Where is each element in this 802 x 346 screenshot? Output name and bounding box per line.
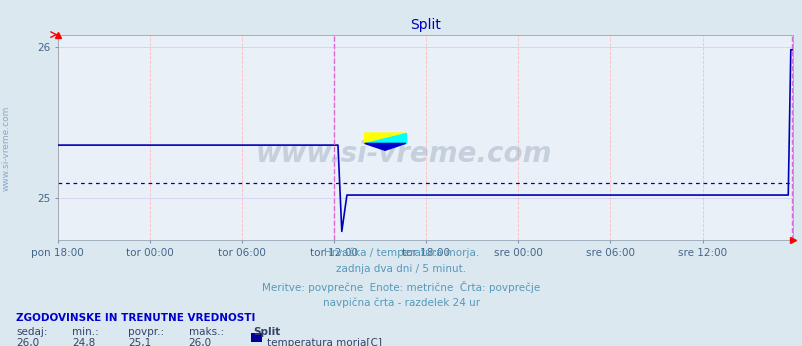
Text: povpr.:: povpr.: bbox=[128, 327, 164, 337]
Text: zadnja dva dni / 5 minut.: zadnja dva dni / 5 minut. bbox=[336, 264, 466, 274]
Text: 26,0: 26,0 bbox=[188, 338, 212, 346]
Title: Split: Split bbox=[410, 18, 440, 32]
Polygon shape bbox=[364, 133, 405, 143]
Text: Hrvaška / temperatura morja.: Hrvaška / temperatura morja. bbox=[323, 247, 479, 258]
Text: min.:: min.: bbox=[72, 327, 99, 337]
Text: sedaj:: sedaj: bbox=[16, 327, 47, 337]
Polygon shape bbox=[364, 133, 405, 143]
Polygon shape bbox=[364, 143, 405, 150]
Text: 24,8: 24,8 bbox=[72, 338, 95, 346]
Text: 25,1: 25,1 bbox=[128, 338, 152, 346]
Text: navpična črta - razdelek 24 ur: navpična črta - razdelek 24 ur bbox=[322, 297, 480, 308]
Text: www.si-vreme.com: www.si-vreme.com bbox=[2, 106, 11, 191]
Text: ZGODOVINSKE IN TRENUTNE VREDNOSTI: ZGODOVINSKE IN TRENUTNE VREDNOSTI bbox=[16, 313, 255, 323]
Text: www.si-vreme.com: www.si-vreme.com bbox=[255, 140, 551, 168]
Text: temperatura morja[C]: temperatura morja[C] bbox=[266, 338, 381, 346]
Text: Meritve: povprečne  Enote: metrične  Črta: povprečje: Meritve: povprečne Enote: metrične Črta:… bbox=[262, 281, 540, 293]
Text: Split: Split bbox=[253, 327, 280, 337]
Text: maks.:: maks.: bbox=[188, 327, 224, 337]
Text: 26,0: 26,0 bbox=[16, 338, 39, 346]
